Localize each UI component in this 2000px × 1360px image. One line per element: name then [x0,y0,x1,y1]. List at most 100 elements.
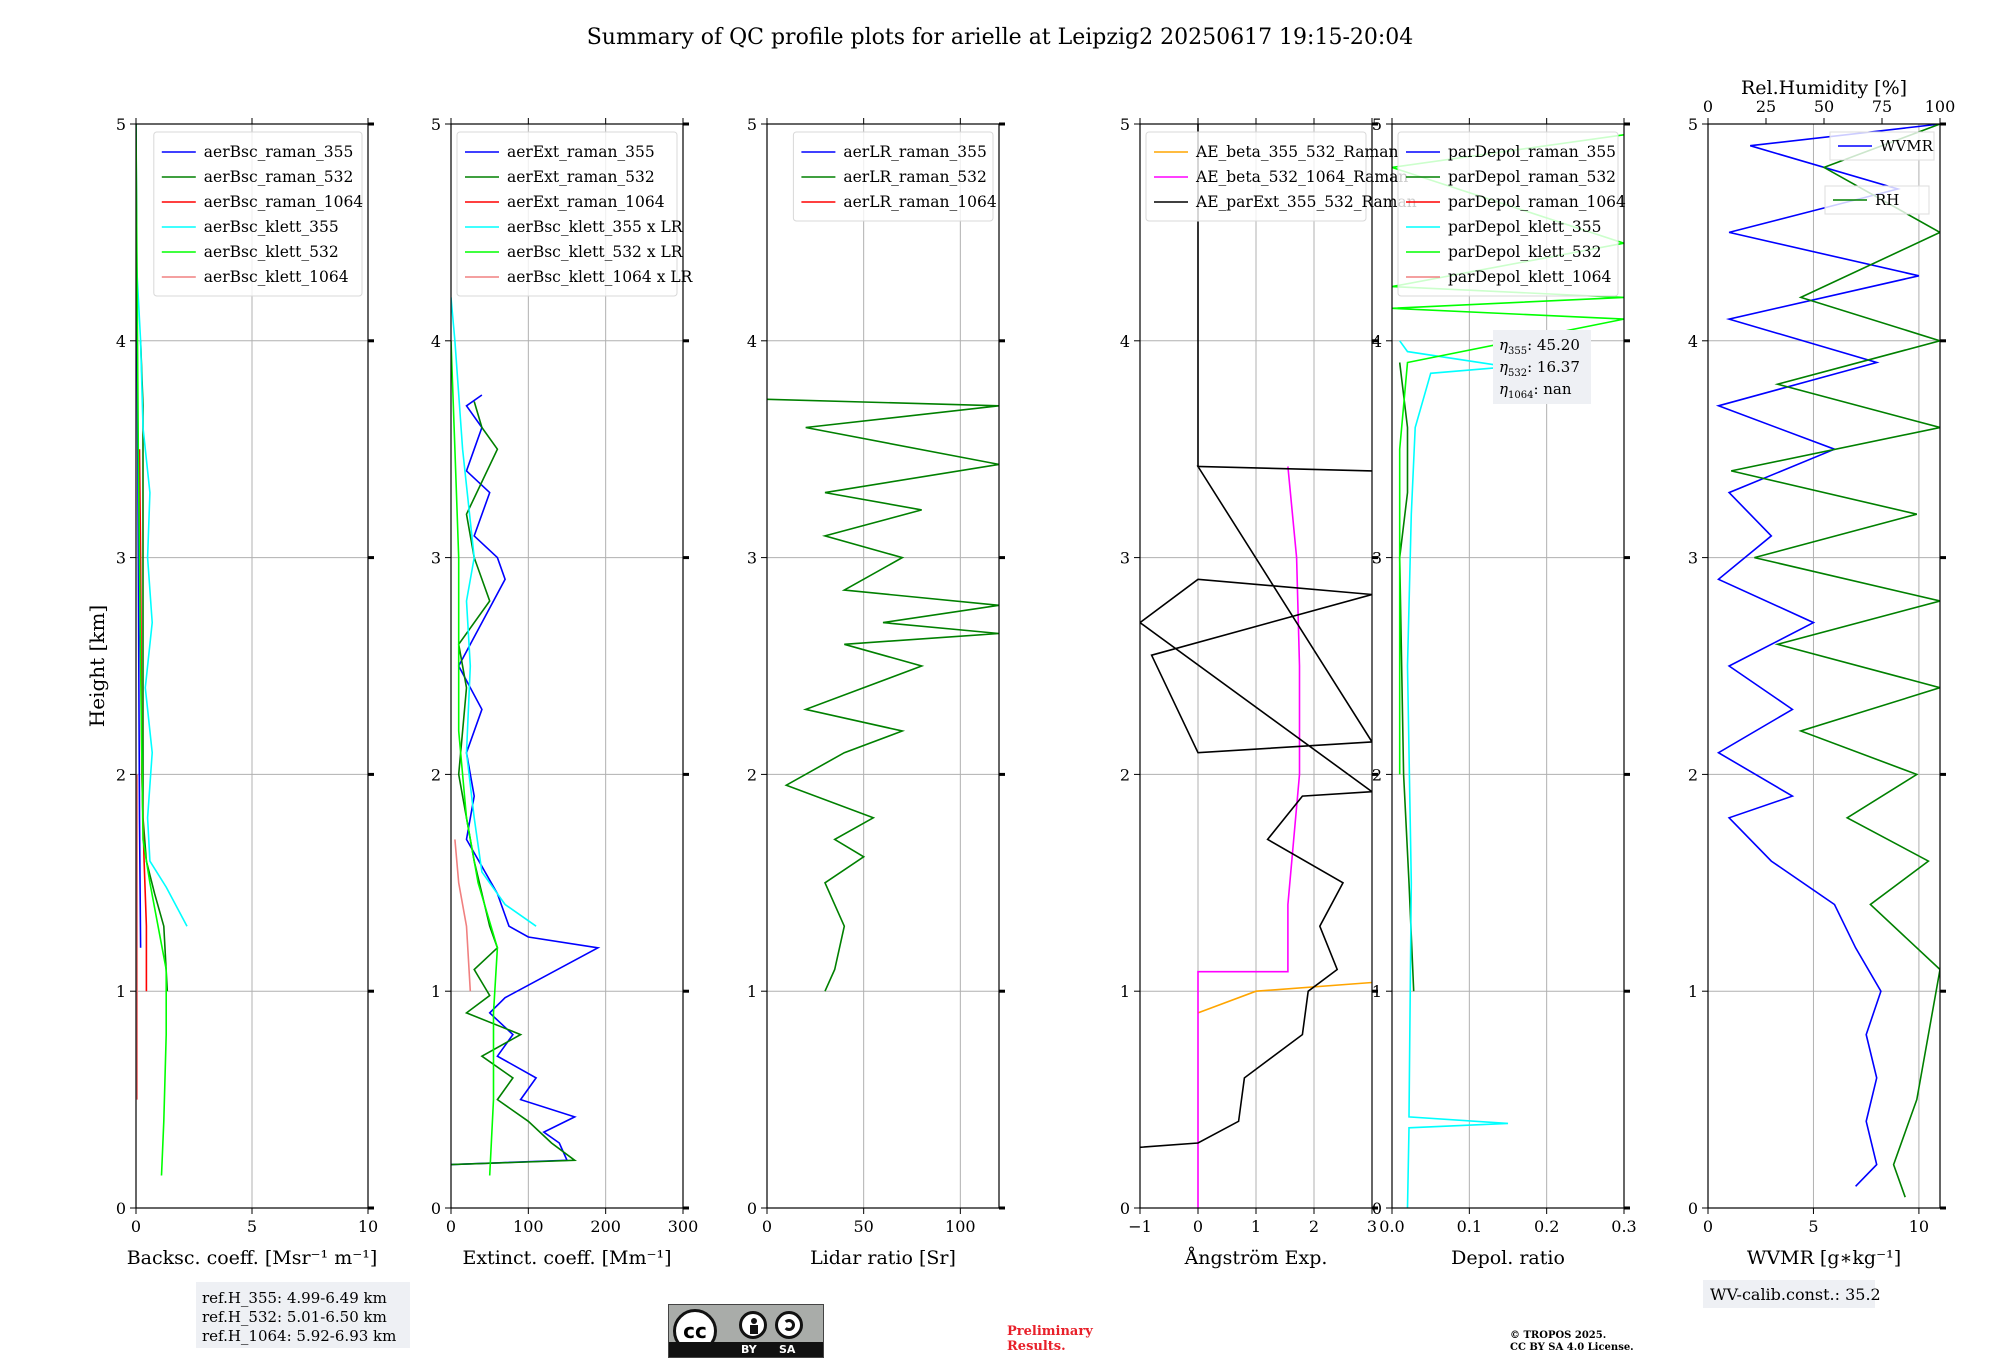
x-axis-label: Extinct. coeff. [Mm⁻¹] [462,1247,671,1269]
x-axis-label: Lidar ratio [Sr] [810,1247,956,1269]
legend-entry: RH [1875,191,1899,209]
y-tick-label: 2 [747,765,757,784]
legend-box [153,131,363,297]
refheight-line-532: ref.H_532: 5.01-6.50 km [202,1308,387,1326]
legend-box [792,131,994,222]
legend-entry: aerBsc_klett_355 x LR [507,218,684,236]
x-tick-label: 2 [1309,1217,1319,1236]
x-tick-label: −1 [1128,1217,1152,1236]
y-tick-label: 2 [116,765,126,784]
series-line-parDepol-klett-355 [1399,340,1509,1208]
y-tick-label: 2 [431,765,441,784]
eta-subscript: 1064 [1508,390,1533,401]
x-axis-label: Ångström Exp. [1184,1247,1328,1269]
by-person-icon [739,1311,767,1339]
x-tick-label: 5 [247,1217,257,1236]
x-top-tick-label: 0 [1703,97,1713,116]
x-top-tick-label: 50 [1814,97,1834,116]
x-tick-label: 10 [358,1217,378,1236]
refheight-box: ref.H_355: 4.99-6.49 km ref.H_532: 5.01-… [196,1282,410,1348]
x-tick-label: 0.0 [1379,1217,1404,1236]
y-tick-label: 1 [1120,982,1130,1001]
refheight-line-355: ref.H_355: 4.99-6.49 km [202,1289,387,1307]
y-tick-label: 3 [1372,549,1382,568]
x-tick-label: 0 [762,1217,772,1236]
y-tick-label: 1 [116,982,126,1001]
legend-box [1397,131,1619,297]
series-line-aerBsc-klett-532-x-LR [451,340,499,1176]
x-tick-label: 1 [1251,1217,1261,1236]
series-group [1715,124,1940,1198]
eta-subscript: 355 [1508,346,1527,357]
y-tick-label: 3 [747,549,757,568]
eta-value: : 45.20 [1527,336,1580,354]
legend-entry: aerBsc_klett_1064 [204,268,349,286]
y-tick-label: 0 [1372,1199,1382,1218]
x-top-tick-label: 75 [1872,97,1892,116]
copyright-line-2: CC BY SA 4.0 License. [1510,1342,1634,1353]
x-top-tick-label: 25 [1756,97,1776,116]
eta-subscript: 532 [1508,368,1527,379]
y-tick-label: 4 [116,332,126,351]
eta-value: : nan [1533,380,1571,398]
x-axis-label: Backsc. coeff. [Msr⁻¹ m⁻¹] [127,1247,378,1269]
y-tick-label: 5 [747,115,757,134]
y-tick-label: 1 [747,982,757,1001]
y-tick-label: 0 [431,1199,441,1218]
y-tick-label: 0 [1120,1199,1130,1218]
legend-entry: aerLR_raman_532 [843,168,986,186]
y-tick-label: 4 [431,332,441,351]
wv-calib-box-bg [1703,1280,1875,1308]
x-tick-label: 0.3 [1611,1217,1636,1236]
x-top-tick-label: 100 [1925,97,1956,116]
series-group [1140,124,1372,1208]
legend-entry: parDepol_klett_355 [1448,218,1601,236]
series-line-aerBsc-klett-355 [136,254,188,927]
y-tick-label: 2 [1120,765,1130,784]
y-tick-label: 5 [1688,115,1698,134]
legend-entry: aerBsc_raman_355 [204,143,354,161]
x-tick-label: 100 [945,1217,976,1236]
y-tick-label: 2 [1688,765,1698,784]
x-tick-label: 0.1 [1457,1217,1482,1236]
eta-line: η355: 45.20 [1499,336,1580,357]
y-tick-label: 1 [431,982,441,1001]
eta-value: : 16.37 [1527,358,1580,376]
preliminary-note: Preliminary Results. [1007,1324,1093,1354]
y-tick-label: 2 [1372,765,1382,784]
x-tick-label: 300 [668,1217,699,1236]
series-line-AE-parExt-355-532-Raman [1140,124,1372,1149]
y-tick-label: 3 [431,549,441,568]
y-tick-label: 5 [116,115,126,134]
series-line-aerLR-raman-532 [767,398,999,992]
x-tick-label: 3 [1367,1217,1377,1236]
y-tick-label: 1 [1372,982,1382,1001]
series-line-AE-beta-532-1064-Raman [1197,466,1301,1208]
eta-symbol: η [1499,358,1508,376]
y-tick-label: 4 [1372,332,1382,351]
x-tick-label: 5 [1808,1217,1818,1236]
y-tick-label: 1 [1688,982,1698,1001]
legend-entry: parDepol_raman_355 [1448,143,1616,161]
legend-entry: parDepol_raman_532 [1448,168,1616,186]
y-tick-label: 3 [1120,549,1130,568]
preliminary-line-1: Preliminary [1007,1324,1093,1339]
legend-entry: parDepol_klett_532 [1448,243,1601,261]
series-line-WVMR [1715,124,1940,1187]
legend-box [456,131,678,297]
series-line-AE-beta-355-532-Raman [1197,981,1372,1014]
x-tick-label: 100 [513,1217,544,1236]
legend-entry: AE_beta_532_1064_Raman [1195,168,1408,186]
eta-symbol: η [1499,336,1508,354]
y-tick-label: 4 [747,332,757,351]
copyright-note: © TROPOS 2025. CC BY SA 4.0 License. [1510,1330,1634,1354]
series-group [767,398,999,992]
y-axis-label: Height [km] [85,605,109,727]
legend-entry: aerLR_raman_1064 [843,193,996,211]
x-top-axis-label: Rel.Humidity [%] [1741,77,1907,99]
series-line-aerBsc-klett-1064-x-LR [454,839,472,992]
preliminary-line-2: Results. [1007,1339,1066,1354]
